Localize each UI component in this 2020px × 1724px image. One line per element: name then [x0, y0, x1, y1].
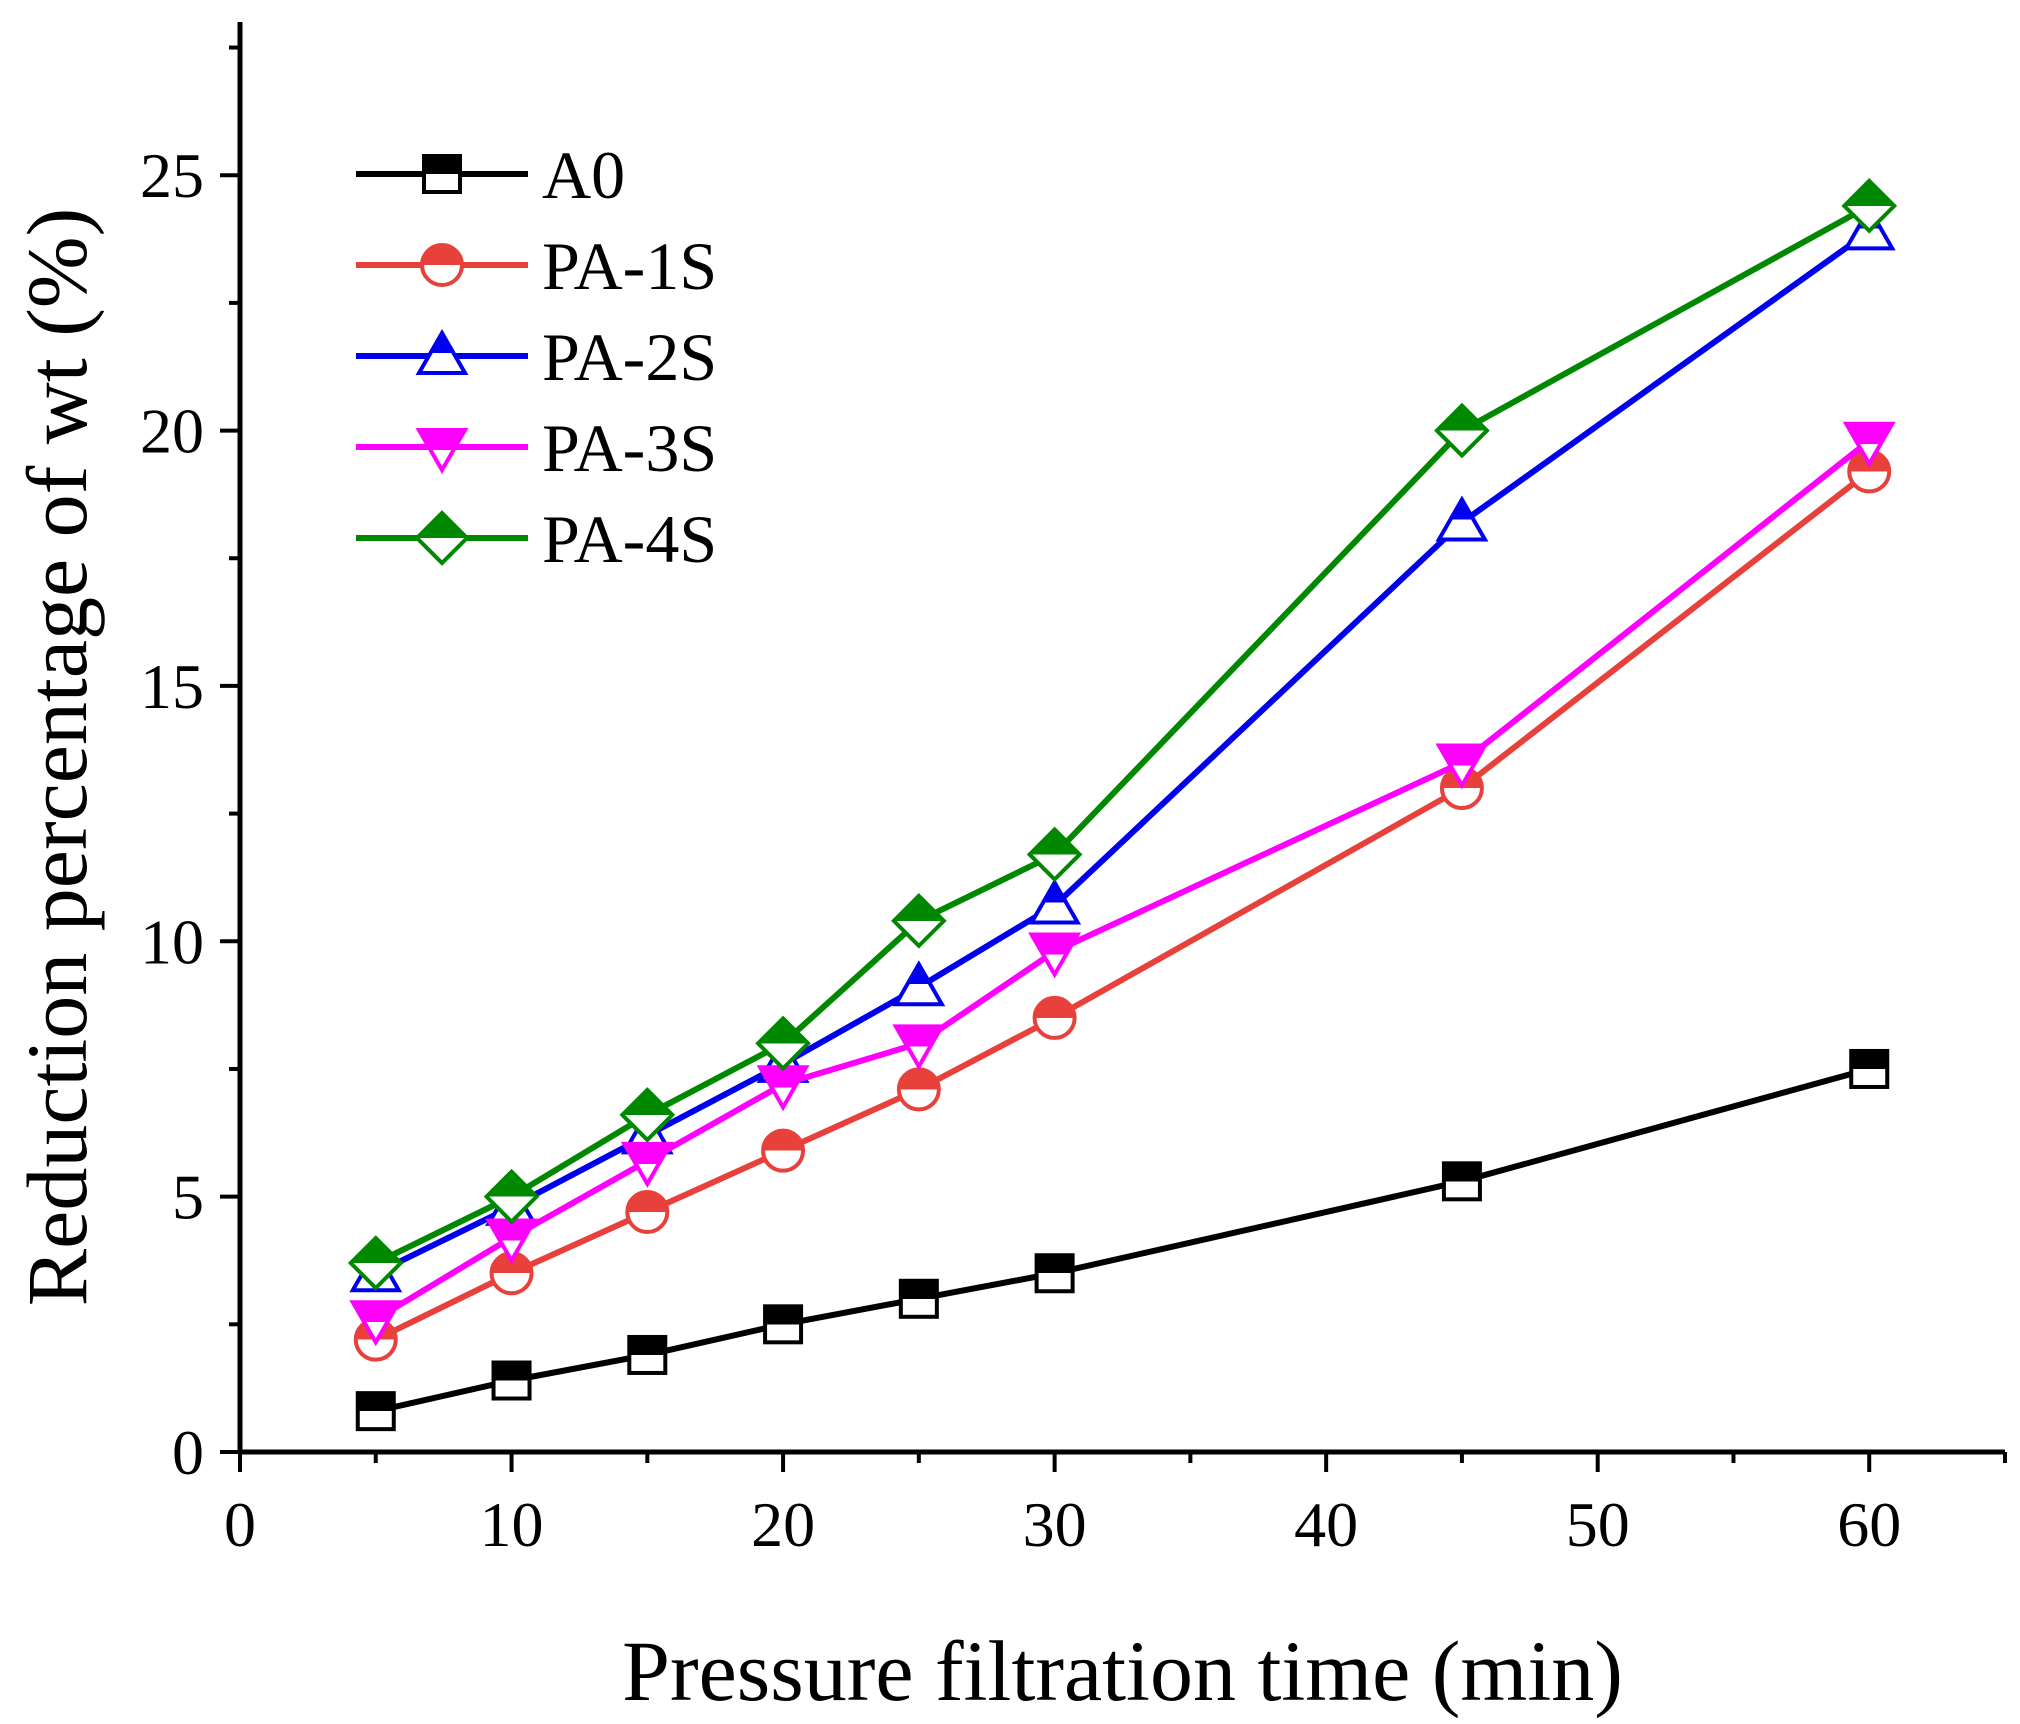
y-tick-label: 15 — [140, 651, 204, 722]
data-point — [892, 960, 946, 1007]
legend-label: A0 — [542, 137, 625, 213]
axes — [237, 22, 2005, 1455]
data-point — [620, 1141, 674, 1188]
y-tick-label: 10 — [140, 906, 204, 977]
y-tick-label: 5 — [172, 1162, 204, 1233]
data-point — [415, 428, 469, 475]
data-point — [1028, 878, 1082, 925]
series-line — [374, 203, 1871, 1266]
y-axis-title: Reduction percentage of wt (%) — [9, 208, 105, 1306]
legend-label: PA-4S — [542, 501, 717, 577]
data-point — [491, 1360, 532, 1401]
legend-item-pa-1s: PA-1S — [356, 228, 717, 304]
data-point — [755, 1015, 811, 1072]
data-point — [347, 1235, 404, 1291]
series-pa-4s — [347, 178, 1898, 1291]
legend: A0 PA-1S PA-2S PA-3S PA-4S — [356, 137, 717, 577]
data-point — [1026, 826, 1083, 883]
y-tick-label: 20 — [140, 396, 204, 467]
data-point — [422, 154, 462, 194]
x-tick-label: 0 — [224, 1489, 256, 1560]
y-tick-label: 0 — [172, 1417, 204, 1488]
data-point — [625, 1189, 670, 1234]
data-point — [1028, 932, 1082, 979]
data-point — [1032, 995, 1077, 1040]
data-point — [1441, 1161, 1482, 1202]
data-point — [763, 1304, 804, 1345]
x-tick-label: 50 — [1566, 1489, 1630, 1560]
data-point — [420, 243, 464, 287]
data-point — [627, 1334, 668, 1375]
series-layer — [347, 178, 1898, 1432]
data-point — [349, 1300, 403, 1347]
x-tick-label: 10 — [480, 1489, 544, 1560]
legend-item-pa-4s: PA-4S — [356, 501, 717, 577]
data-point — [1435, 743, 1489, 790]
data-point — [414, 510, 470, 566]
x-tick-label: 30 — [1023, 1489, 1087, 1560]
data-point — [1435, 495, 1489, 542]
data-point — [1849, 1048, 1890, 1089]
data-point — [761, 1128, 806, 1173]
ticks: 0 10 20 30 40 50 60 0 5 10 15 20 25 — [140, 45, 2007, 1560]
data-point — [1841, 178, 1898, 234]
data-point — [892, 1024, 946, 1071]
series-pa-3s — [349, 421, 1896, 1347]
legend-label: PA-3S — [542, 410, 717, 486]
data-point — [619, 1087, 676, 1143]
data-point — [1434, 402, 1490, 459]
x-tick-label: 60 — [1837, 1489, 1901, 1560]
legend-label: PA-2S — [542, 319, 717, 395]
series-pa-1s — [353, 449, 1892, 1362]
data-point — [1842, 421, 1896, 468]
x-tick-label: 40 — [1294, 1489, 1358, 1560]
data-point — [891, 893, 947, 949]
data-point — [898, 1278, 939, 1319]
x-tick-label: 20 — [751, 1489, 815, 1560]
series-line — [375, 1066, 1871, 1415]
y-tick-label: 25 — [140, 140, 204, 211]
series-line — [374, 469, 1872, 1343]
data-point — [485, 1218, 538, 1265]
series-a0 — [355, 1048, 1890, 1432]
data-point — [896, 1067, 941, 1112]
data-point — [355, 1391, 396, 1432]
data-point — [1034, 1253, 1075, 1294]
data-point — [756, 1065, 810, 1112]
legend-label: PA-1S — [542, 228, 717, 304]
data-point — [415, 328, 469, 375]
legend-item-pa-3s: PA-3S — [356, 410, 717, 486]
data-point — [483, 1168, 540, 1225]
legend-item-pa-2s: PA-2S — [356, 319, 717, 395]
x-axis-title: Pressure filtration time (min) — [622, 1623, 1623, 1719]
legend-item-a0: A0 — [356, 137, 625, 213]
